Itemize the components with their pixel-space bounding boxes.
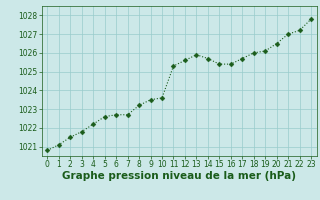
- X-axis label: Graphe pression niveau de la mer (hPa): Graphe pression niveau de la mer (hPa): [62, 171, 296, 181]
